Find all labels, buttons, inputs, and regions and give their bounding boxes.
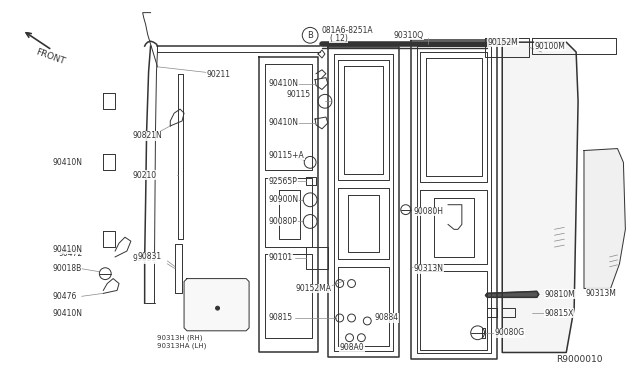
- Text: 90815: 90815: [269, 314, 293, 323]
- Text: 90210: 90210: [133, 171, 157, 180]
- Text: 90410N: 90410N: [269, 79, 299, 88]
- Circle shape: [216, 306, 220, 310]
- Text: 92565P: 92565P: [269, 177, 298, 186]
- Text: 90815X: 90815X: [545, 308, 574, 318]
- Text: 90101: 90101: [269, 253, 293, 262]
- Text: 90821N: 90821N: [133, 131, 163, 140]
- Text: 90831: 90831: [138, 253, 162, 262]
- Text: 90100M: 90100M: [535, 42, 566, 51]
- Polygon shape: [502, 42, 578, 353]
- Text: 90310Q: 90310Q: [394, 31, 424, 40]
- Polygon shape: [486, 291, 539, 297]
- Text: 90080G: 90080G: [494, 328, 525, 337]
- Text: 90115+A: 90115+A: [269, 151, 305, 160]
- Text: 90831: 90831: [133, 254, 157, 263]
- Text: 90810M: 90810M: [545, 290, 575, 299]
- Text: 90080H: 90080H: [413, 207, 444, 216]
- Text: FRONT: FRONT: [35, 48, 66, 66]
- Text: 90476: 90476: [52, 292, 76, 301]
- Text: 90313N: 90313N: [413, 264, 444, 273]
- Text: 90313M: 90313M: [586, 289, 617, 298]
- Text: R9000010: R9000010: [556, 355, 603, 364]
- Text: 90410N: 90410N: [52, 158, 82, 167]
- Text: 90080P: 90080P: [269, 217, 298, 226]
- Text: 90152M: 90152M: [488, 38, 518, 46]
- Text: 90211: 90211: [207, 70, 230, 79]
- Text: 90472: 90472: [59, 250, 83, 259]
- Text: 90410N: 90410N: [52, 308, 82, 318]
- Text: B: B: [307, 31, 313, 40]
- Text: 908A0: 908A0: [340, 343, 364, 352]
- Text: 90313H (RH): 90313H (RH): [157, 334, 203, 341]
- Polygon shape: [584, 148, 625, 288]
- Text: 90410N: 90410N: [269, 118, 299, 128]
- Text: 90018B: 90018B: [52, 264, 81, 273]
- Text: 90900N: 90900N: [269, 195, 299, 204]
- Text: 90410N: 90410N: [52, 244, 82, 254]
- Text: 90884: 90884: [374, 314, 398, 323]
- Polygon shape: [184, 279, 249, 331]
- Text: 90313HA (LH): 90313HA (LH): [157, 342, 207, 349]
- Text: 081A6-8251A: 081A6-8251A: [322, 26, 374, 35]
- Text: ( 12): ( 12): [330, 34, 348, 43]
- Text: 90152MA: 90152MA: [296, 284, 332, 293]
- Text: 90115: 90115: [286, 90, 310, 99]
